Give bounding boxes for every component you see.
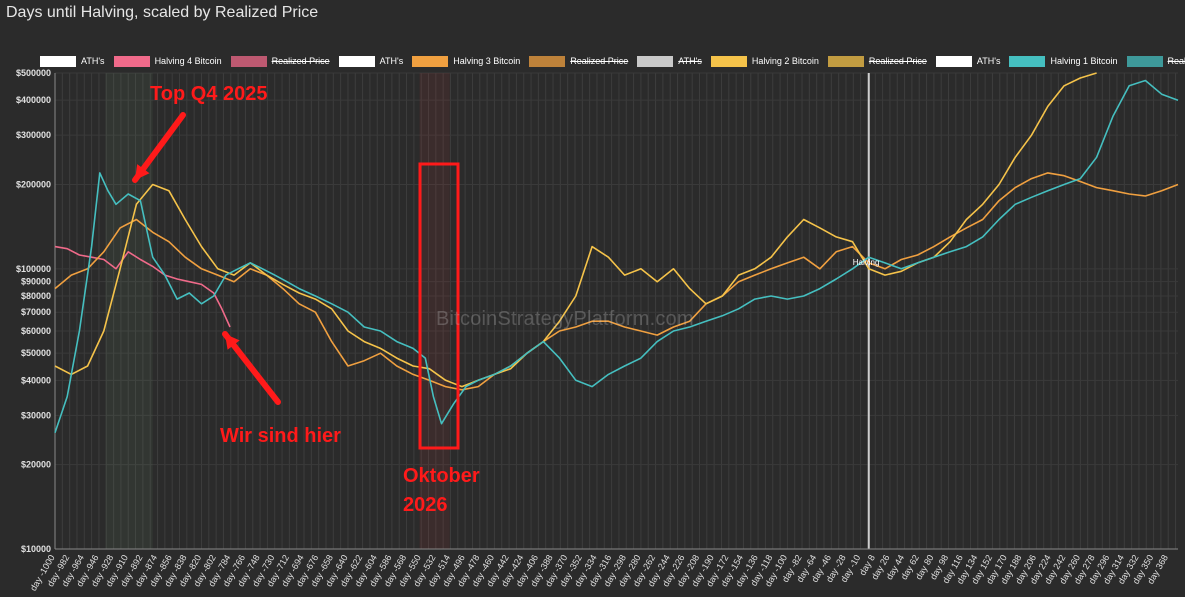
legend-swatch xyxy=(412,55,449,67)
highlight-band xyxy=(105,73,153,549)
y-tick-label: $60000 xyxy=(21,326,51,336)
series-line xyxy=(54,245,231,328)
legend-item[interactable]: Realized Price xyxy=(1126,55,1185,67)
legend-swatch xyxy=(1009,55,1046,67)
annotation-here: Wir sind hier xyxy=(220,425,341,447)
legend-item[interactable]: Realized Price xyxy=(230,55,330,67)
y-axis: $500000 $400000 $300000 $200000 $100000 $9000… xyxy=(16,68,56,554)
legend-label: Realized Price xyxy=(1167,56,1185,66)
legend-label: Halving 4 Bitcoin xyxy=(154,56,222,66)
y-tick-label: $40000 xyxy=(21,375,51,385)
legend-item[interactable]: ATH's xyxy=(338,55,404,67)
legend-label: ATH's xyxy=(976,56,1001,66)
series-line xyxy=(54,79,1179,433)
y-tick-label: $80000 xyxy=(21,291,51,301)
series-group xyxy=(54,72,1179,433)
y-tick-label: $10000 xyxy=(21,544,51,554)
chart-title: Days until Halving, scaled by Realized P… xyxy=(6,4,319,21)
legend-swatch xyxy=(827,55,864,67)
legend: ATH's Halving 4 Bitcoin Realized Price ATH'… xyxy=(40,54,1185,68)
legend-item[interactable]: ATH's xyxy=(935,55,1001,67)
legend-item[interactable]: Halving 3 Bitcoin xyxy=(412,55,521,67)
y-tick-label: $500000 xyxy=(16,68,51,78)
halving-label: Halving xyxy=(853,258,880,267)
y-tick-label: $70000 xyxy=(21,307,51,317)
arrow-here xyxy=(222,331,281,405)
legend-swatch xyxy=(338,55,375,67)
annotation-marks: Halving xyxy=(132,112,880,450)
annotation-top: Top Q4 2025 xyxy=(150,83,268,105)
watermark: BitcoinStrategyPlatform.com xyxy=(436,308,694,330)
y-tick-label: $100000 xyxy=(16,264,51,274)
legend-swatch xyxy=(230,55,267,67)
annotation-october-1: Oktober xyxy=(403,465,480,487)
y-tick-label: $20000 xyxy=(21,460,51,470)
legend-item[interactable]: ATH's xyxy=(637,55,702,67)
y-tick-label: $200000 xyxy=(16,179,51,189)
legend-label: ATH's xyxy=(81,56,105,66)
series-line xyxy=(54,172,1179,391)
legend-item[interactable]: Realized Price xyxy=(827,55,927,67)
legend-swatch xyxy=(637,55,674,67)
legend-item[interactable]: Realized Price xyxy=(529,55,629,67)
october-highlight-box xyxy=(418,162,460,450)
y-tick-label: $300000 xyxy=(16,130,51,140)
y-tick-label: $400000 xyxy=(16,95,51,105)
legend-label: Realized Price xyxy=(868,56,927,66)
arrow-here-head xyxy=(225,334,240,350)
highlight-band xyxy=(419,73,450,549)
legend-label: Halving 3 Bitcoin xyxy=(453,56,521,66)
legend-swatch xyxy=(710,55,747,67)
legend-swatch xyxy=(40,55,76,67)
y-tick-label: $30000 xyxy=(21,410,51,420)
y-tick-label: $50000 xyxy=(21,348,51,358)
legend-item[interactable]: Halving 4 Bitcoin xyxy=(113,55,222,67)
legend-item[interactable]: Halving 2 Bitcoin xyxy=(710,55,819,67)
legend-swatch xyxy=(1126,55,1163,67)
legend-label: Realized Price xyxy=(570,56,629,66)
series-line xyxy=(54,72,1097,388)
highlight-bands xyxy=(105,73,870,549)
legend-swatch xyxy=(113,55,150,67)
annotation-october-2: 2026 xyxy=(403,494,448,516)
legend-label: ATH's xyxy=(379,56,404,66)
legend-swatch xyxy=(529,55,566,67)
legend-item[interactable]: ATH's xyxy=(40,55,105,67)
y-tick-label: $90000 xyxy=(21,277,51,287)
legend-item[interactable]: Halving 1 Bitcoin xyxy=(1009,55,1118,67)
legend-label: ATH's xyxy=(678,56,702,66)
legend-label: Realized Price xyxy=(271,56,330,66)
legend-label: Halving 1 Bitcoin xyxy=(1050,56,1118,66)
legend-swatch xyxy=(935,55,972,67)
legend-label: Halving 2 Bitcoin xyxy=(751,56,819,66)
arrow-top-head xyxy=(135,164,150,180)
